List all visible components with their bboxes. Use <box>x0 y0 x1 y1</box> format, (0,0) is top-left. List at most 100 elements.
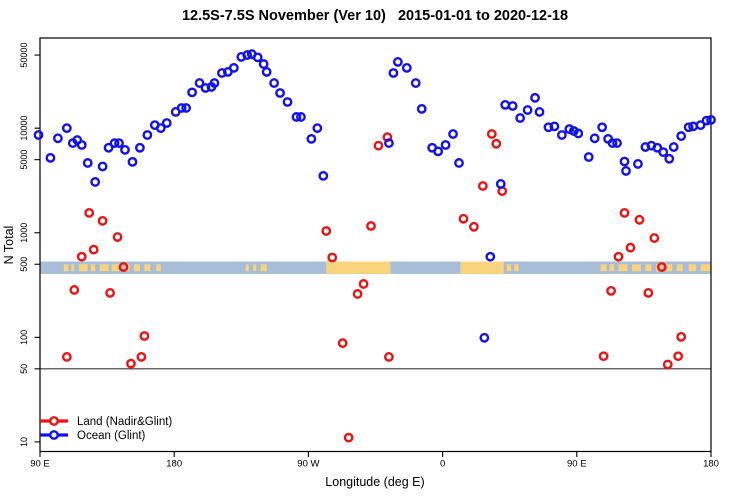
map-band-land-segment <box>326 261 391 274</box>
legend-label-land: Land (Nadir&Glint) <box>77 416 172 428</box>
data-point-ocean <box>103 142 114 153</box>
data-point-ocean <box>410 78 421 88</box>
data-point-ocean <box>384 138 394 148</box>
data-point-ocean <box>45 152 56 163</box>
data-point-ocean <box>127 156 138 167</box>
data-point-ocean <box>306 133 317 144</box>
data-point-land <box>358 279 369 289</box>
chart-title: 12.5S-7.5S November (Ver 10) 2015-01-01 … <box>181 8 569 24</box>
legend-marker-ocean-icon <box>49 430 59 440</box>
legend-marker-land-icon <box>49 416 59 426</box>
data-point-land <box>139 331 150 341</box>
data-point-ocean <box>658 147 669 158</box>
y-axis-tick-label: 50000 <box>19 43 29 68</box>
data-point-land <box>69 285 80 295</box>
x-axis-tick-label: 90 E <box>567 459 587 470</box>
x-axis-tick-label: 90 E <box>30 459 50 470</box>
data-point-ocean <box>33 130 44 140</box>
data-point-ocean <box>676 131 687 141</box>
data-point-ocean <box>109 138 120 148</box>
data-point-land <box>366 221 376 231</box>
data-point-land <box>84 207 95 218</box>
plot-border <box>39 37 712 453</box>
data-point-land <box>606 286 616 296</box>
data-point-ocean <box>76 140 87 150</box>
data-point-ocean <box>318 170 329 181</box>
data-point-land <box>486 129 497 139</box>
map-band-land-speckle <box>688 264 697 272</box>
data-point-land <box>112 232 123 242</box>
data-point-ocean <box>619 156 630 167</box>
data-point-land <box>625 242 636 253</box>
data-point-land <box>327 252 338 263</box>
data-point-ocean <box>652 142 663 153</box>
map-band-land-speckle <box>645 264 652 272</box>
data-point-ocean <box>706 114 716 125</box>
map-band-land-speckle <box>618 264 628 272</box>
data-point-land <box>343 432 354 443</box>
data-point-ocean <box>97 161 108 172</box>
data-point-ocean <box>589 133 600 144</box>
data-point-ocean <box>187 87 197 98</box>
data-point-ocean <box>683 122 694 133</box>
y-axis-tick-label: 1000 <box>19 223 29 243</box>
legend-label-ocean: Ocean (Glint) <box>77 430 146 442</box>
data-point-ocean <box>534 107 545 117</box>
data-point-ocean <box>479 332 490 343</box>
map-band-land-speckle <box>144 264 151 272</box>
data-point-land <box>76 251 87 262</box>
data-point-ocean <box>392 57 403 67</box>
data-point-ocean <box>448 129 458 139</box>
map-band-land-speckle <box>63 264 69 272</box>
data-point-ocean <box>114 138 124 148</box>
data-point-land <box>673 351 684 362</box>
data-point-ocean <box>668 142 679 152</box>
data-point-land <box>321 226 332 236</box>
data-point-land <box>491 138 502 149</box>
data-point-ocean <box>82 158 93 168</box>
data-point-ocean <box>515 113 526 123</box>
map-band-land-speckle <box>631 264 641 272</box>
plot-generated-content: 10 50 100 500 1000 5000 10000 50000 90 E 180 90 W 0… <box>19 37 719 470</box>
map-band-land-speckle <box>111 264 120 272</box>
x-axis-tick-label: 180 <box>166 459 182 470</box>
data-point-ocean <box>209 78 220 88</box>
data-point-ocean <box>664 153 675 164</box>
map-band-land-speckle <box>133 264 140 272</box>
data-point-ocean <box>242 50 253 60</box>
legend: Land (Nadir&Glint) Ocean (Glint) <box>40 416 172 442</box>
data-point-ocean <box>161 118 172 128</box>
data-point-ocean <box>507 101 518 111</box>
data-point-land <box>613 251 624 262</box>
y-axis-title: N Total <box>2 226 16 265</box>
data-point-ocean <box>543 122 554 133</box>
map-band-land-speckle <box>260 264 267 272</box>
data-point-ocean <box>282 97 293 107</box>
data-point-land <box>662 359 673 370</box>
data-point-ocean <box>261 67 272 77</box>
data-point-ocean <box>194 78 205 88</box>
y-axis-tick-label: 500 <box>19 257 29 272</box>
data-point-ocean <box>549 121 560 132</box>
map-band-land-speckle <box>700 264 711 272</box>
data-point-land <box>634 214 645 225</box>
data-point-land <box>676 331 687 342</box>
data-point-ocean <box>621 166 631 176</box>
data-point-land <box>598 351 609 362</box>
data-point-ocean <box>522 105 533 115</box>
data-point-land <box>337 338 348 349</box>
data-point-ocean <box>583 152 594 162</box>
map-band-land-speckle <box>676 264 683 272</box>
map-band-land-speckle <box>156 264 161 272</box>
data-point-land <box>118 262 129 272</box>
data-point-ocean <box>275 88 285 98</box>
map-band-land-speckle <box>514 264 519 272</box>
y-axis-tick-label: 5000 <box>19 150 29 170</box>
y-axis-tick-label: 100 <box>19 330 29 345</box>
data-point-land <box>458 213 469 224</box>
map-band-land-speckle <box>506 264 512 272</box>
data-point-ocean <box>176 103 187 113</box>
data-point-land <box>97 215 108 226</box>
data-point-ocean <box>495 179 506 189</box>
